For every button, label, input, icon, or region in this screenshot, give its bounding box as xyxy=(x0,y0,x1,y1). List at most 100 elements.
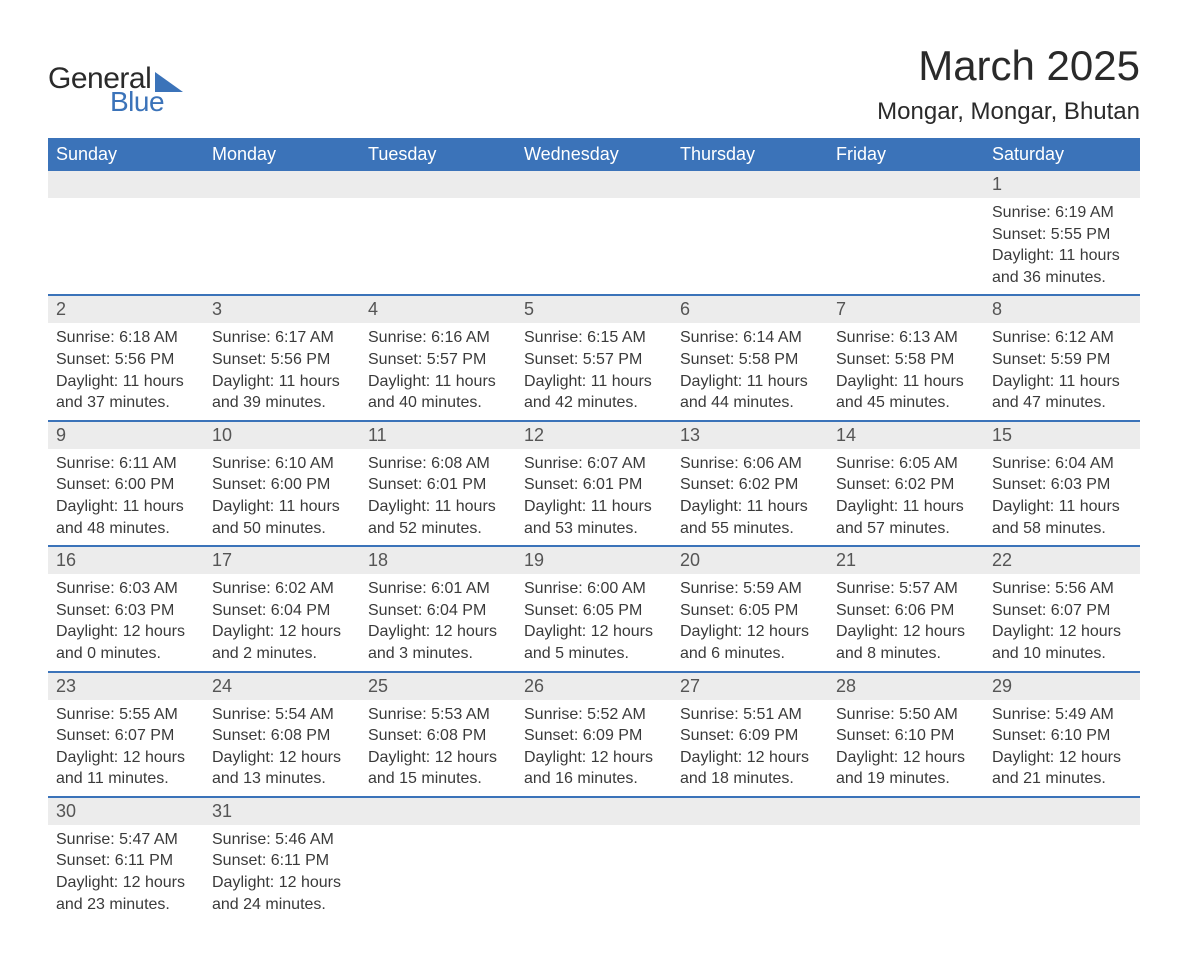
day-data-cell: Sunrise: 5:47 AMSunset: 6:11 PMDaylight:… xyxy=(48,825,204,921)
sunrise-text: Sunrise: 6:17 AM xyxy=(212,327,352,349)
day-number-row: 9101112131415 xyxy=(48,421,1140,449)
sunrise-text: Sunrise: 6:06 AM xyxy=(680,453,820,475)
daylight-text: and 13 minutes. xyxy=(212,768,352,790)
sunrise-text: Sunrise: 5:52 AM xyxy=(524,704,664,726)
daylight-text: Daylight: 12 hours xyxy=(212,872,352,894)
day-number-cell: 24 xyxy=(204,672,360,700)
sunrise-text: Sunrise: 5:46 AM xyxy=(212,829,352,851)
day-number-cell: 20 xyxy=(672,546,828,574)
sunset-text: Sunset: 6:10 PM xyxy=(992,725,1132,747)
day-number-cell: 29 xyxy=(984,672,1140,700)
daylight-text: Daylight: 11 hours xyxy=(992,371,1132,393)
sunset-text: Sunset: 6:11 PM xyxy=(212,850,352,872)
sunrise-text: Sunrise: 6:19 AM xyxy=(992,202,1132,224)
daylight-text: Daylight: 12 hours xyxy=(368,747,508,769)
day-data-row: Sunrise: 6:18 AMSunset: 5:56 PMDaylight:… xyxy=(48,323,1140,420)
daylight-text: Daylight: 12 hours xyxy=(836,747,976,769)
calendar-table: SundayMondayTuesdayWednesdayThursdayFrid… xyxy=(48,138,1140,921)
day-data-cell: Sunrise: 5:51 AMSunset: 6:09 PMDaylight:… xyxy=(672,700,828,797)
day-number-cell: 18 xyxy=(360,546,516,574)
daylight-text: and 23 minutes. xyxy=(56,894,196,916)
day-number-cell xyxy=(204,171,360,198)
day-number-cell: 22 xyxy=(984,546,1140,574)
sunrise-text: Sunrise: 6:14 AM xyxy=(680,327,820,349)
daylight-text: Daylight: 12 hours xyxy=(836,621,976,643)
sunset-text: Sunset: 6:04 PM xyxy=(212,600,352,622)
sunset-text: Sunset: 5:56 PM xyxy=(56,349,196,371)
day-number-cell: 5 xyxy=(516,295,672,323)
daylight-text: and 3 minutes. xyxy=(368,643,508,665)
daylight-text: and 6 minutes. xyxy=(680,643,820,665)
sunrise-text: Sunrise: 5:59 AM xyxy=(680,578,820,600)
day-number-cell xyxy=(516,797,672,825)
sunset-text: Sunset: 6:00 PM xyxy=(56,474,196,496)
day-data-cell: Sunrise: 5:53 AMSunset: 6:08 PMDaylight:… xyxy=(360,700,516,797)
day-number-cell: 19 xyxy=(516,546,672,574)
day-data-cell: Sunrise: 6:03 AMSunset: 6:03 PMDaylight:… xyxy=(48,574,204,671)
sunrise-text: Sunrise: 5:51 AM xyxy=(680,704,820,726)
sunset-text: Sunset: 6:04 PM xyxy=(368,600,508,622)
sunrise-text: Sunrise: 5:54 AM xyxy=(212,704,352,726)
sunset-text: Sunset: 5:57 PM xyxy=(524,349,664,371)
day-number-cell xyxy=(360,171,516,198)
day-data-cell xyxy=(204,198,360,295)
day-data-cell: Sunrise: 5:55 AMSunset: 6:07 PMDaylight:… xyxy=(48,700,204,797)
daylight-text: and 16 minutes. xyxy=(524,768,664,790)
day-data-cell: Sunrise: 6:17 AMSunset: 5:56 PMDaylight:… xyxy=(204,323,360,420)
daylight-text: and 8 minutes. xyxy=(836,643,976,665)
day-data-row: Sunrise: 6:03 AMSunset: 6:03 PMDaylight:… xyxy=(48,574,1140,671)
day-number-row: 16171819202122 xyxy=(48,546,1140,574)
day-data-cell: Sunrise: 6:05 AMSunset: 6:02 PMDaylight:… xyxy=(828,449,984,546)
day-number-cell: 14 xyxy=(828,421,984,449)
day-data-cell xyxy=(984,825,1140,921)
sunset-text: Sunset: 6:01 PM xyxy=(524,474,664,496)
daylight-text: Daylight: 11 hours xyxy=(836,371,976,393)
daylight-text: Daylight: 11 hours xyxy=(212,371,352,393)
daylight-text: Daylight: 12 hours xyxy=(56,621,196,643)
sunset-text: Sunset: 6:11 PM xyxy=(56,850,196,872)
day-number-cell xyxy=(516,171,672,198)
sunrise-text: Sunrise: 6:03 AM xyxy=(56,578,196,600)
sunrise-text: Sunrise: 5:53 AM xyxy=(368,704,508,726)
daylight-text: Daylight: 12 hours xyxy=(992,621,1132,643)
daylight-text: Daylight: 11 hours xyxy=(56,496,196,518)
sunset-text: Sunset: 6:02 PM xyxy=(836,474,976,496)
sunrise-text: Sunrise: 6:10 AM xyxy=(212,453,352,475)
sunset-text: Sunset: 5:58 PM xyxy=(836,349,976,371)
daylight-text: and 48 minutes. xyxy=(56,518,196,540)
sunset-text: Sunset: 6:10 PM xyxy=(836,725,976,747)
day-number-cell: 15 xyxy=(984,421,1140,449)
logo-word2: Blue xyxy=(110,86,183,118)
daylight-text: Daylight: 11 hours xyxy=(992,245,1132,267)
sunrise-text: Sunrise: 6:01 AM xyxy=(368,578,508,600)
day-data-cell: Sunrise: 6:14 AMSunset: 5:58 PMDaylight:… xyxy=(672,323,828,420)
sunrise-text: Sunrise: 5:47 AM xyxy=(56,829,196,851)
day-number-cell: 10 xyxy=(204,421,360,449)
day-number-cell: 6 xyxy=(672,295,828,323)
daylight-text: and 55 minutes. xyxy=(680,518,820,540)
title-block: March 2025 Mongar, Mongar, Bhutan xyxy=(877,42,1140,126)
daylight-text: Daylight: 11 hours xyxy=(368,496,508,518)
day-number-cell: 3 xyxy=(204,295,360,323)
sunset-text: Sunset: 5:59 PM xyxy=(992,349,1132,371)
day-number-cell xyxy=(984,797,1140,825)
daylight-text: and 57 minutes. xyxy=(836,518,976,540)
day-data-cell: Sunrise: 6:00 AMSunset: 6:05 PMDaylight:… xyxy=(516,574,672,671)
daylight-text: Daylight: 11 hours xyxy=(368,371,508,393)
day-data-cell xyxy=(516,825,672,921)
day-number-cell: 23 xyxy=(48,672,204,700)
day-number-cell: 25 xyxy=(360,672,516,700)
sunset-text: Sunset: 6:01 PM xyxy=(368,474,508,496)
day-number-row: 23242526272829 xyxy=(48,672,1140,700)
daylight-text: and 36 minutes. xyxy=(992,267,1132,289)
sunset-text: Sunset: 6:03 PM xyxy=(56,600,196,622)
day-data-cell xyxy=(48,198,204,295)
sunset-text: Sunset: 6:09 PM xyxy=(680,725,820,747)
sunset-text: Sunset: 6:00 PM xyxy=(212,474,352,496)
day-data-cell: Sunrise: 6:19 AMSunset: 5:55 PMDaylight:… xyxy=(984,198,1140,295)
day-data-cell: Sunrise: 6:10 AMSunset: 6:00 PMDaylight:… xyxy=(204,449,360,546)
daylight-text: and 19 minutes. xyxy=(836,768,976,790)
day-number-cell xyxy=(48,171,204,198)
daylight-text: Daylight: 12 hours xyxy=(56,872,196,894)
day-data-cell xyxy=(360,825,516,921)
